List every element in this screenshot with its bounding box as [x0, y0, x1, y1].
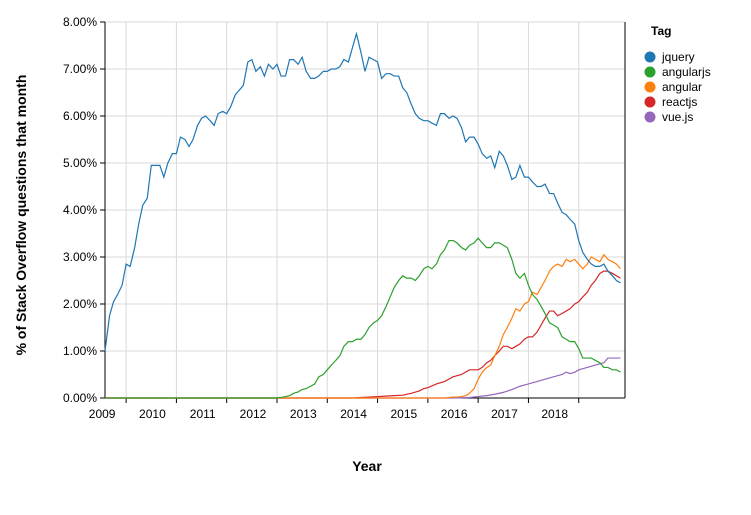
x-tick-label: 2014	[340, 407, 367, 421]
y-tick-label: 2.00%	[63, 297, 97, 311]
x-tick-label: 2015	[391, 407, 418, 421]
series-line-jquery	[104, 31, 621, 352]
x-axis: 2009 2010 2011 2012 2013 2014 2015 2016 2017 2018	[89, 22, 626, 421]
legend-swatch-vue-js	[644, 111, 656, 123]
legend-label-reactjs: reactjs	[662, 95, 697, 109]
legend-label-angular: angular	[662, 80, 702, 94]
legend-label-angularjs: angularjs	[662, 65, 711, 79]
grid	[105, 21, 625, 399]
legend-swatch-angularjs	[644, 66, 656, 78]
y-tick-label: 1.00%	[63, 344, 97, 358]
legend-title: Tag	[651, 24, 671, 38]
x-tick-label: 2010	[139, 407, 166, 421]
y-axis: 0.00% 1.00% 2.00% 3.00% 4.00% 5.00% 6.00% 7.00%…	[63, 15, 106, 405]
series-line-vue-js	[105, 357, 621, 399]
y-tick-label: 6.00%	[63, 109, 97, 123]
series-line-angularjs	[105, 237, 621, 399]
y-tick-label: 4.00%	[63, 203, 97, 217]
x-tick-label: 2018	[541, 407, 568, 421]
legend-swatch-angular	[644, 81, 656, 93]
x-tick-label: 2016	[441, 407, 468, 421]
axes: 0.00% 1.00% 2.00% 3.00% 4.00% 5.00% 6.00% 7.00%…	[63, 15, 626, 421]
legend-swatch-jquery	[644, 51, 656, 63]
legend-label-jquery: jquery	[661, 50, 695, 64]
y-tick-label: 5.00%	[63, 156, 97, 170]
y-tick-label: 8.00%	[63, 15, 97, 29]
series-line-angular	[105, 253, 621, 399]
legend-swatch-reactjs	[644, 96, 656, 108]
y-axis-title: % of Stack Overflow questions that month	[13, 75, 29, 356]
y-tick-label: 0.00%	[63, 391, 97, 405]
x-tick-label: 2009	[89, 407, 116, 421]
x-axis-title: Year	[352, 458, 382, 474]
series-line-reactjs	[105, 270, 621, 399]
x-tick-label: 2013	[290, 407, 317, 421]
legend-label-vue-js: vue.js	[662, 110, 693, 124]
x-tick-label: 2011	[190, 407, 216, 421]
series-layer	[104, 31, 621, 399]
x-tick-label: 2017	[491, 407, 518, 421]
y-tick-label: 3.00%	[63, 250, 97, 264]
y-tick-label: 7.00%	[63, 62, 97, 76]
x-tick-label: 2012	[240, 407, 267, 421]
